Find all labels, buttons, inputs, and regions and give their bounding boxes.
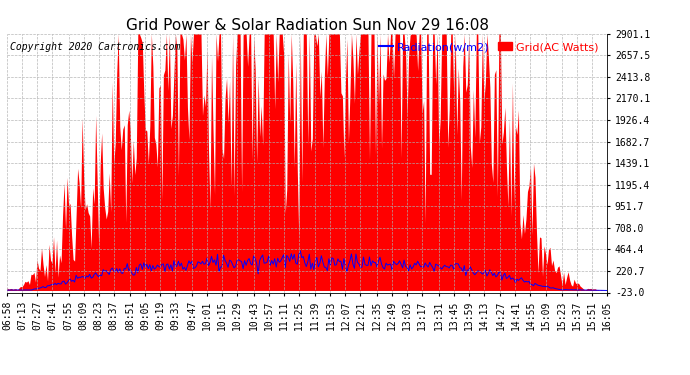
Text: Copyright 2020 Cartronics.com: Copyright 2020 Cartronics.com: [10, 42, 180, 51]
Legend: Radiation(w/m2), Grid(AC Watts): Radiation(w/m2), Grid(AC Watts): [380, 42, 599, 52]
Title: Grid Power & Solar Radiation Sun Nov 29 16:08: Grid Power & Solar Radiation Sun Nov 29 …: [126, 18, 489, 33]
